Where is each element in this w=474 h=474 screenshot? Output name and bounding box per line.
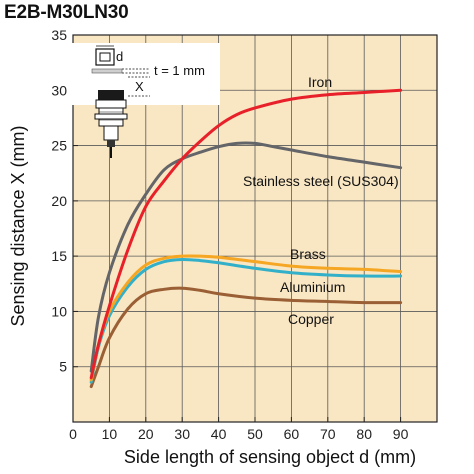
y-axis-label: Sensing distance X (mm) [8,125,28,326]
x-tick-label: 0 [69,426,77,442]
target-plate-icon [91,68,123,74]
inset-thickness-label: t = 1 mm [154,63,205,78]
series-label-iron: Iron [308,74,332,90]
chart-title: E2B-M30LN30 [4,2,129,23]
series-line-brass [89,254,403,382]
y-tick-label: 30 [51,82,67,98]
x-axis-label: Side length of sensing object d (mm) [124,447,416,467]
series-line-iron [89,88,403,380]
inset-background [70,43,220,105]
series-label-copper: Copper [288,311,334,327]
series-label-aluminium: Aluminium [280,279,345,295]
series-line-copper [89,286,403,389]
series-label-stainless-steel: Stainless steel (SUS304) [243,173,399,189]
y-tick-label: 20 [51,193,67,209]
series-label-brass: Brass [290,246,326,262]
x-tick-label: 40 [211,426,227,442]
x-tick-label: 70 [320,426,336,442]
x-tick-label: 20 [138,426,154,442]
x-tick-label: 60 [284,426,300,442]
x-tick-label: 10 [102,426,118,442]
x-tick-label: 90 [393,426,409,442]
proximity-sensor-icon [94,90,128,158]
series-line-stainless-steel [89,141,403,373]
inset-x-label: X [135,79,144,94]
y-tick-label: 15 [51,248,67,264]
y-tick-label: 35 [51,27,67,43]
y-tick-label: 25 [51,138,67,154]
y-tick-label: 10 [51,303,67,319]
x-tick-label: 30 [174,426,190,442]
x-tick-label: 50 [247,426,263,442]
sensor-setup-inset: d t = 1 mm X [70,43,220,158]
series-line-aluminium [89,257,403,384]
inset-d-label: d [116,49,123,64]
x-tick-label: 80 [356,426,372,442]
y-tick-label: 5 [59,359,67,375]
